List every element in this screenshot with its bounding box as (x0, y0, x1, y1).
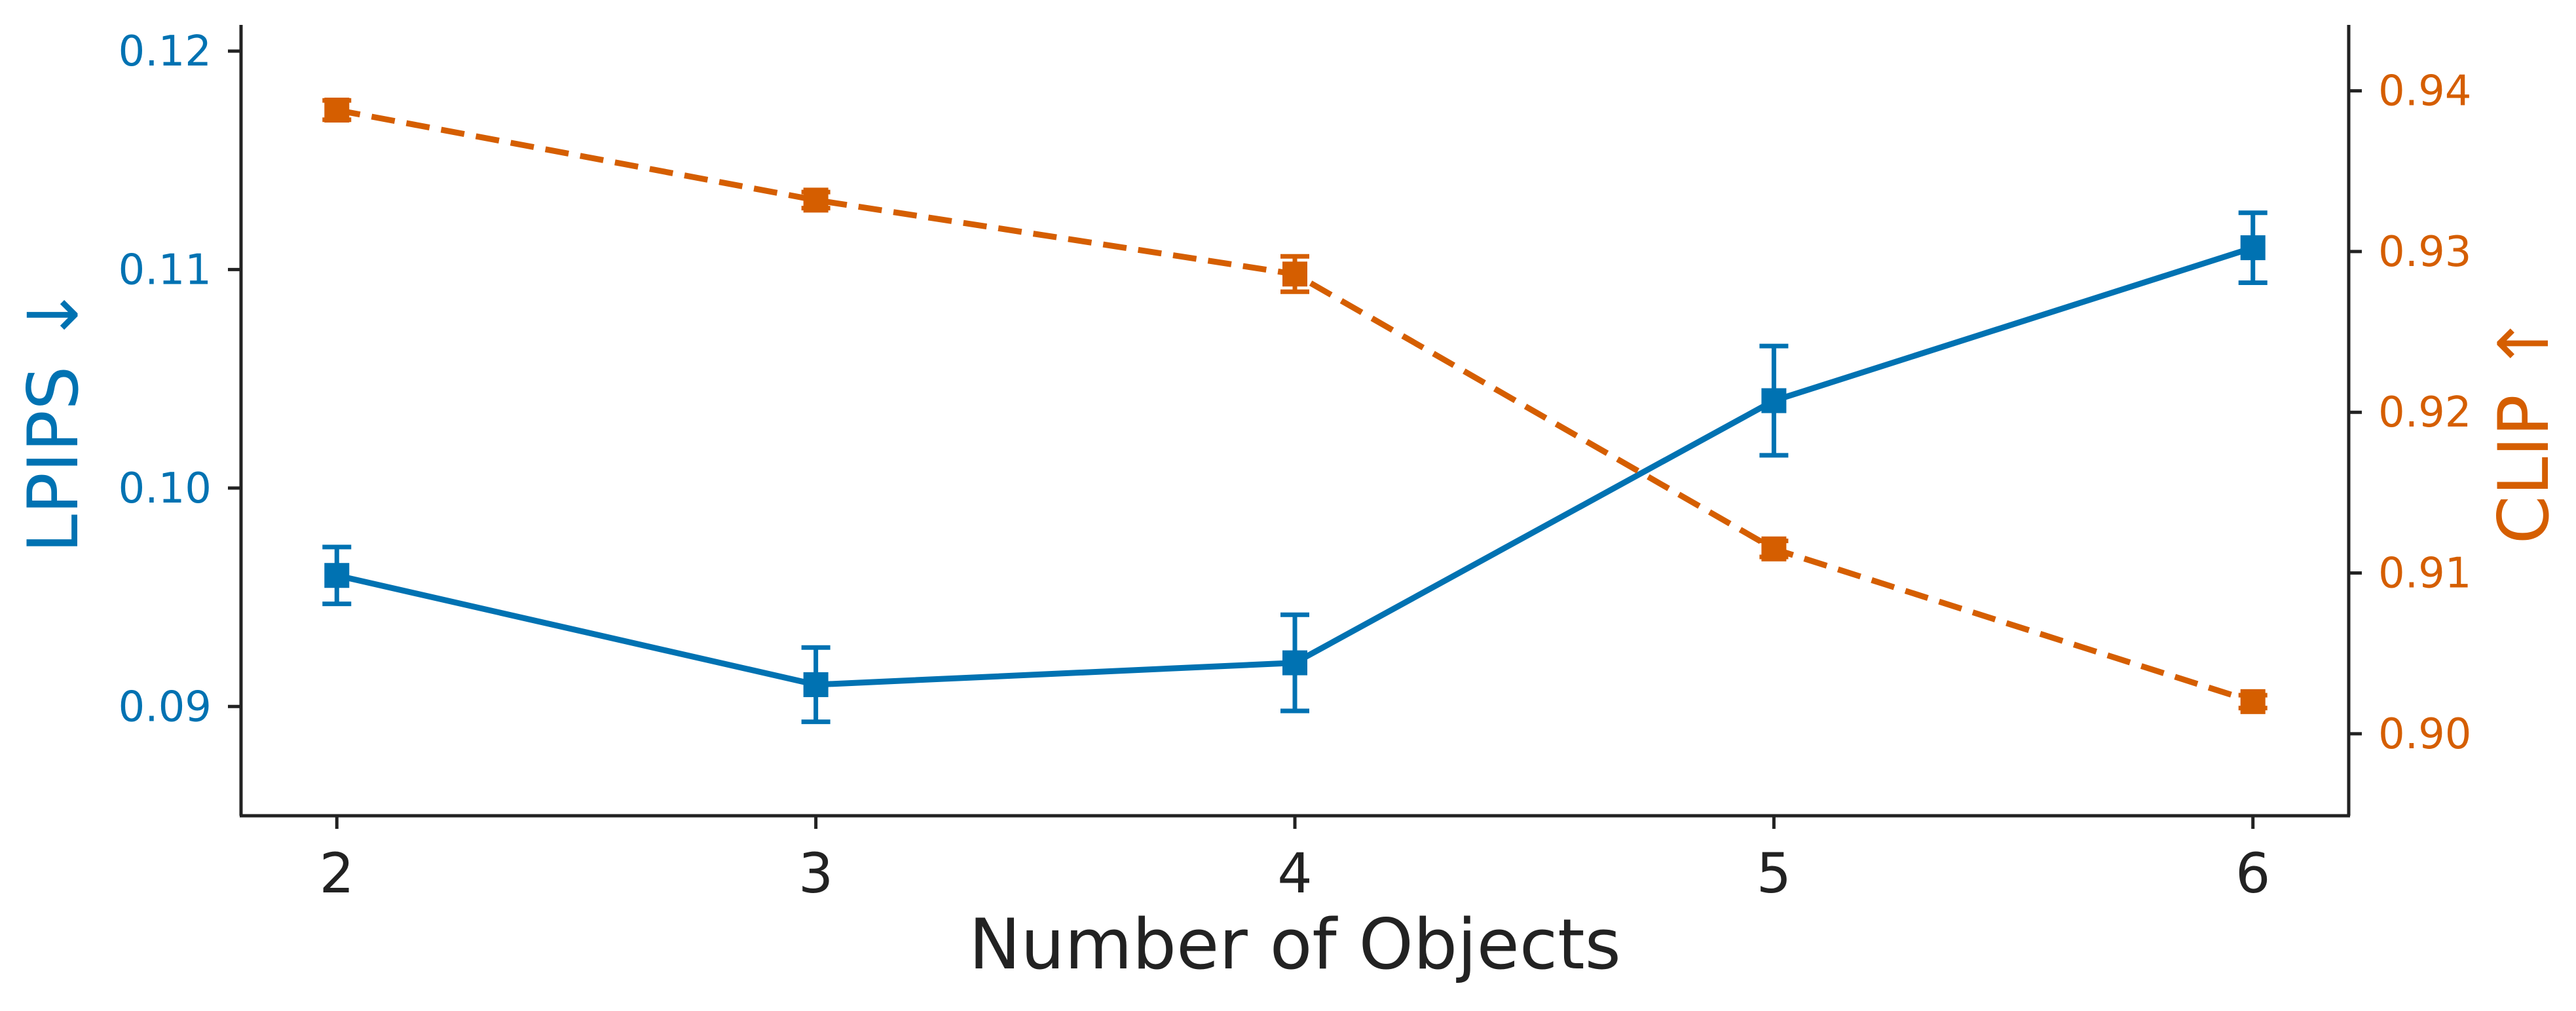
data-point-marker (1761, 388, 1787, 413)
x-tick-label: 4 (1277, 841, 1312, 906)
x-tick-label: 3 (798, 841, 833, 906)
data-point-marker (803, 672, 829, 697)
left-tick-label: 0.12 (119, 28, 212, 76)
data-point-marker (803, 187, 829, 213)
data-point-marker (1282, 650, 1307, 676)
data-point-marker (1282, 261, 1307, 287)
data-point-marker (2240, 235, 2266, 261)
left-tick-label: 0.11 (119, 246, 212, 294)
data-point-marker (1761, 536, 1787, 562)
right-tick-label: 0.94 (2378, 67, 2472, 116)
data-point-marker (2240, 689, 2266, 714)
x-tick-label: 5 (1757, 841, 1791, 906)
right-axis-ticks: 0.90 0.91 0.92 0.93 0.94 (2349, 67, 2472, 759)
data-point-marker (324, 563, 350, 588)
right-tick-label: 0.90 (2378, 710, 2472, 759)
right-tick-label: 0.91 (2378, 550, 2472, 598)
left-axis-ticks: 0.09 0.10 0.11 0.12 (119, 28, 241, 731)
series-2 (322, 98, 2268, 714)
series-1 (322, 210, 2268, 725)
right-axis-label: CLIP ↑ (2484, 315, 2564, 544)
x-axis-label: Number of Objects (969, 904, 1621, 985)
right-tick-label: 0.93 (2378, 228, 2472, 277)
x-tick-label: 2 (320, 841, 354, 906)
series-layer (322, 98, 2268, 725)
left-tick-label: 0.09 (119, 683, 212, 731)
x-tick-label: 6 (2235, 841, 2270, 906)
left-axis-label: LPIPS ↓ (13, 286, 94, 553)
data-point-marker (324, 98, 350, 123)
right-tick-label: 0.92 (2378, 389, 2472, 437)
x-axis-ticks: 2 3 4 5 6 (320, 816, 2270, 906)
left-tick-label: 0.10 (119, 465, 212, 513)
